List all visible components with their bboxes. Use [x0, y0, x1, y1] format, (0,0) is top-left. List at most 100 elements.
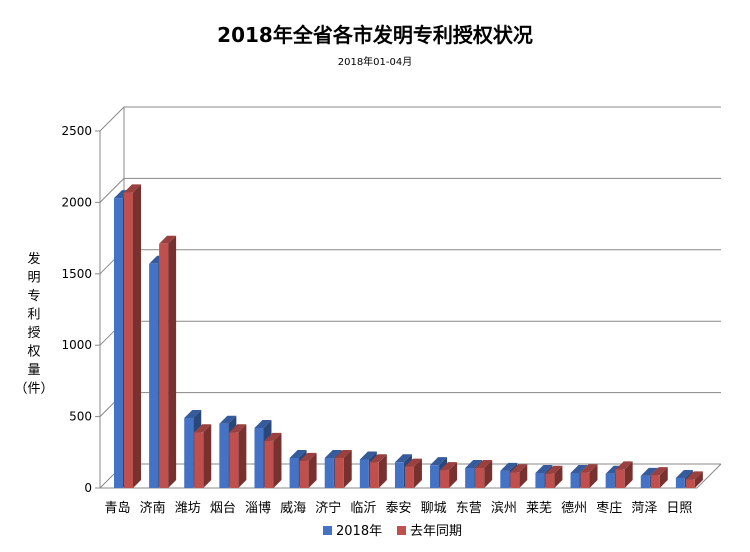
legend-label: 去年同期	[410, 524, 462, 539]
bar-front	[289, 458, 299, 488]
x-tick-label: 聊城	[421, 501, 447, 516]
bar-side	[484, 460, 493, 488]
bar-top	[394, 454, 412, 463]
bar-side	[308, 452, 317, 488]
bar-side	[343, 450, 352, 488]
bar-top	[650, 467, 668, 476]
bar-front	[650, 475, 660, 488]
bar-prior	[194, 424, 212, 488]
bar-side	[378, 454, 387, 488]
bar-top	[124, 184, 141, 193]
bar-prior	[159, 235, 177, 488]
bar-side	[659, 467, 668, 488]
y-axis-label-part: 量	[27, 363, 40, 378]
bar-top	[184, 410, 202, 419]
bar-top	[299, 452, 317, 461]
bar-prior	[229, 424, 247, 488]
bar-top	[430, 457, 448, 466]
bar-front	[475, 468, 485, 488]
y-tick-labels: 0 500 1000 1500 2000 2500	[61, 124, 92, 495]
bar-side	[519, 464, 528, 488]
bar-front	[465, 468, 475, 488]
bar-prior	[369, 454, 387, 488]
y-axis-label-part: 权	[27, 344, 40, 360]
x-tick-label: 威海	[280, 501, 306, 516]
bar-front	[324, 458, 334, 488]
bar-front	[124, 192, 133, 489]
x-tick-label: 潍坊	[175, 501, 201, 516]
bar-front	[605, 473, 615, 488]
bar-front	[580, 472, 590, 488]
bar-side	[203, 424, 212, 488]
x-tick-label: 东营	[456, 501, 482, 516]
bar-top	[615, 461, 633, 470]
legend-swatch	[323, 526, 332, 535]
bar-front	[194, 432, 204, 488]
bar-top	[510, 464, 528, 473]
x-tick-labels: 青岛 济南 潍坊 烟台 淄博 威海 济宁 临沂 泰安 聊城 东营 滨州 莱芜 德州 枣庄 菏泽 日照	[105, 500, 693, 516]
bar-front	[500, 470, 510, 488]
bar-prior	[264, 432, 282, 488]
bar-top	[535, 465, 553, 474]
bar-prior	[580, 464, 598, 488]
y-axis-label-part: 明	[27, 271, 40, 286]
bar-top	[334, 450, 352, 459]
bar-prior	[650, 467, 668, 488]
bar-side	[168, 235, 177, 488]
bar-prior	[615, 461, 633, 488]
y-tick-label: 2500	[61, 124, 92, 138]
x-tick-label: 济宁	[315, 500, 341, 516]
bar-top	[359, 451, 377, 460]
bar-front	[640, 475, 650, 488]
y-tick-label: 1500	[61, 267, 92, 281]
bar-top	[675, 470, 693, 479]
bar-top	[264, 432, 282, 441]
bar-prior	[124, 184, 141, 489]
bar-top	[580, 464, 598, 473]
x-tick-label: 菏泽	[631, 501, 657, 516]
bar-prior	[404, 458, 422, 488]
y-axis-label-part: 授	[27, 326, 40, 341]
bar-side	[133, 184, 141, 489]
bars	[114, 184, 703, 489]
y-tick-label: 0	[84, 481, 92, 495]
bar-front	[219, 423, 229, 488]
bar-prior	[510, 464, 528, 488]
gridline	[99, 106, 721, 132]
bar-front	[229, 432, 239, 488]
bar-prior	[685, 471, 703, 488]
x-tick-label: 日照	[666, 501, 692, 516]
bar-prior	[545, 465, 563, 488]
bar-prior	[299, 452, 317, 488]
bar-top	[640, 467, 658, 476]
x-tick-label: 枣庄	[596, 500, 622, 516]
legend-label: 2018年	[336, 524, 382, 539]
y-axis-label-part: 发	[27, 251, 40, 267]
bar-front	[264, 440, 274, 488]
gridline	[99, 249, 721, 275]
bar-prior	[440, 462, 458, 488]
bar-front	[615, 469, 625, 488]
bar-front	[114, 198, 123, 488]
bar-front	[685, 479, 695, 488]
bar-top	[404, 458, 422, 467]
y-axis-label-part: （件）	[14, 382, 53, 397]
bar-top	[685, 471, 703, 480]
y-tick-label: 1000	[61, 338, 92, 352]
bar-top	[545, 465, 563, 474]
bar-top	[194, 424, 212, 433]
bar-top	[500, 462, 518, 471]
x-tick-label: 德州	[561, 501, 587, 516]
gridline	[99, 320, 721, 346]
bar-front	[440, 470, 450, 488]
bar-front	[334, 458, 344, 488]
bar-front	[510, 472, 520, 488]
legend: 2018年 去年同期	[323, 524, 462, 539]
bar-top	[440, 462, 458, 471]
bar-front	[299, 460, 309, 488]
bar-side	[413, 458, 422, 488]
bar-front	[149, 263, 159, 488]
x-tick-label: 临沂	[350, 501, 376, 516]
